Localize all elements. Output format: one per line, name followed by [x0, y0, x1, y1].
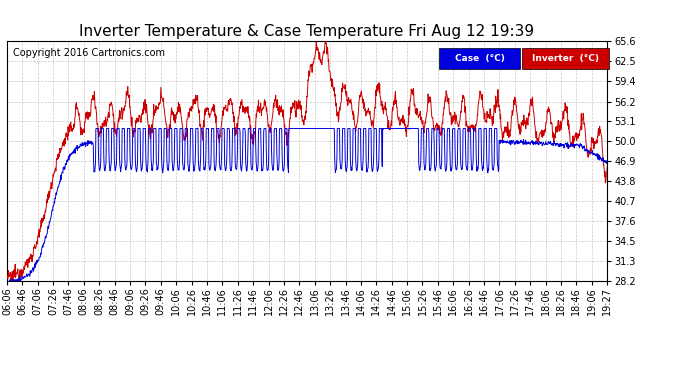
Title: Inverter Temperature & Case Temperature Fri Aug 12 19:39: Inverter Temperature & Case Temperature … [79, 24, 535, 39]
Text: Inverter  (°C): Inverter (°C) [532, 54, 599, 63]
FancyBboxPatch shape [522, 48, 609, 69]
Text: Copyright 2016 Cartronics.com: Copyright 2016 Cartronics.com [13, 48, 165, 58]
FancyBboxPatch shape [439, 48, 520, 69]
Text: Case  (°C): Case (°C) [455, 54, 505, 63]
